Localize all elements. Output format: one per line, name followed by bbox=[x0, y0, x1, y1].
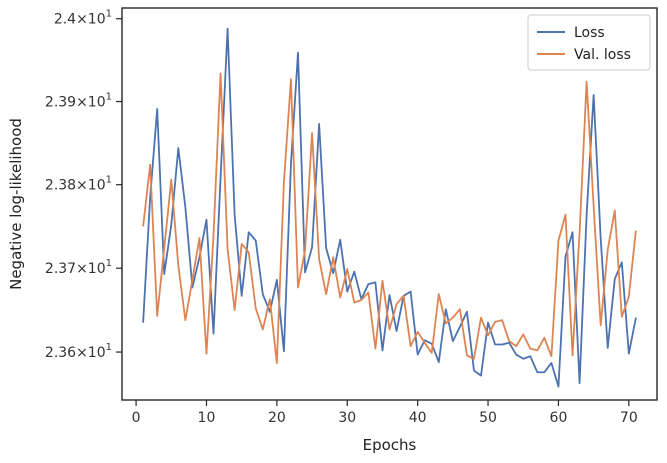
series-line-loss bbox=[142, 27, 637, 388]
plot-area-frame bbox=[121, 7, 658, 401]
x-tick-label: 60 bbox=[550, 410, 568, 426]
x-tick-label: 50 bbox=[479, 410, 497, 426]
y-tick-label: 2.4×101 bbox=[54, 9, 112, 28]
y-tick-label: 2.37×101 bbox=[45, 258, 112, 277]
x-tick-label: 0 bbox=[132, 410, 141, 426]
y-axis-label: Negative log-likelihood bbox=[7, 118, 25, 290]
x-axis-label: Epochs bbox=[363, 436, 417, 454]
y-tick-label: 2.39×101 bbox=[45, 92, 112, 111]
legend-label: Loss bbox=[574, 25, 605, 41]
legend-box bbox=[527, 14, 651, 71]
series-line-val-loss bbox=[142, 72, 637, 364]
y-axis-ticks: 2.36×101 2.37×101 2.38×101 2.39×101 2.4×101 bbox=[45, 9, 122, 361]
y-tick-label: 2.36×101 bbox=[45, 342, 112, 361]
x-tick-label: 20 bbox=[268, 410, 286, 426]
legend: Loss Val. loss bbox=[527, 14, 651, 71]
y-tick-label: 2.38×101 bbox=[45, 175, 112, 194]
x-tick-label: 40 bbox=[409, 410, 427, 426]
x-tick-label: 30 bbox=[338, 410, 356, 426]
x-tick-label: 70 bbox=[620, 410, 638, 426]
x-tick-label: 10 bbox=[198, 410, 216, 426]
series-layer bbox=[142, 27, 637, 388]
x-axis-ticks: 0 10 20 30 40 50 60 70 bbox=[132, 400, 638, 426]
legend-label: Val. loss bbox=[574, 47, 631, 63]
